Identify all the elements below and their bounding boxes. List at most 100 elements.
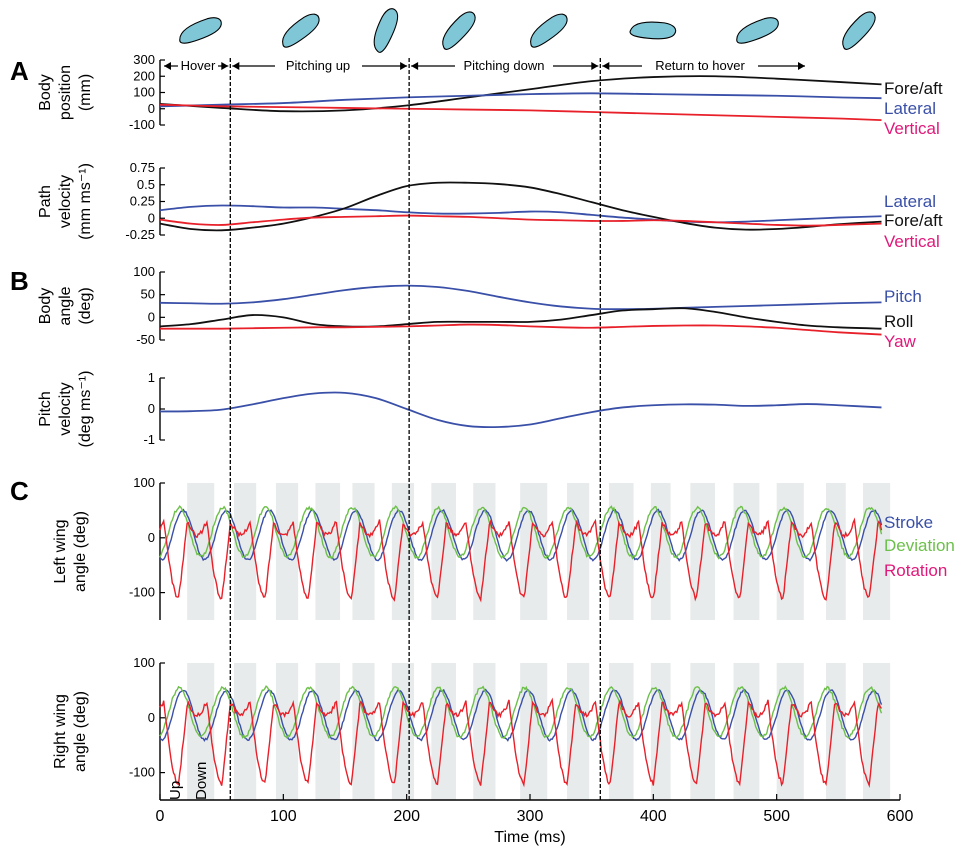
up-label: Up	[167, 781, 184, 800]
fly-body	[442, 11, 476, 50]
phase-label-hover: Hover	[181, 58, 216, 73]
stroke-band	[776, 663, 804, 800]
series-line	[159, 181, 882, 232]
fly-body	[530, 13, 568, 48]
stroke-band	[473, 663, 496, 800]
y-axis-label: angle (deg)	[72, 691, 89, 772]
stroke-band	[608, 483, 634, 620]
y-axis-label: Pitch	[37, 391, 54, 427]
y-tick-label: 200	[133, 68, 155, 83]
series-line	[159, 75, 882, 113]
y-tick-label: -1	[143, 432, 155, 447]
series-line	[159, 103, 882, 122]
fly-body	[373, 8, 399, 53]
y-axis-label: angle	[57, 286, 74, 325]
x-tick-label: 300	[517, 808, 544, 825]
y-tick-label: 0	[148, 710, 155, 725]
fly-icon	[629, 21, 677, 40]
chart-panel: -1 0 1 Pitch velocity (deg ms⁻¹)	[37, 370, 882, 447]
arrowhead	[164, 62, 171, 70]
series-line	[159, 697, 883, 788]
stroke-band	[391, 483, 415, 620]
stroke-band	[275, 663, 299, 800]
y-axis-label: Right wing	[52, 694, 69, 769]
stroke-band	[352, 663, 375, 800]
fly-icon	[530, 13, 568, 48]
fly-icon	[442, 11, 476, 50]
fly-icon	[179, 17, 222, 44]
x-tick-label: 0	[156, 808, 165, 825]
legend-label: Rotation	[884, 561, 947, 580]
stroke-band	[733, 483, 760, 620]
y-tick-label: 100	[133, 85, 155, 100]
fly-body	[629, 21, 677, 40]
x-tick-label: 600	[887, 808, 914, 825]
arrowhead	[232, 62, 240, 70]
fly-body	[842, 11, 876, 50]
fly-body	[179, 17, 222, 44]
fly-icon	[842, 11, 876, 50]
y-tick-label: 0	[148, 101, 155, 116]
panel-label-b: B	[10, 266, 29, 296]
arrowhead	[411, 62, 419, 70]
y-tick-label: -100	[129, 585, 155, 600]
phase-label-pitching-up: Pitching up	[286, 58, 350, 73]
x-tick-label: 500	[763, 808, 790, 825]
stroke-band	[608, 663, 634, 800]
time-axis-label: Time (ms)	[494, 829, 565, 846]
fly-silhouettes	[179, 8, 876, 53]
y-tick-label: 0	[148, 401, 155, 416]
stroke-band	[567, 483, 590, 620]
series-line	[160, 323, 882, 336]
fly-icon	[373, 8, 399, 53]
panel-label-a: A	[10, 56, 29, 86]
y-tick-label: 0	[148, 309, 155, 324]
stroke-band	[520, 483, 548, 620]
series-line	[159, 517, 883, 603]
arrowhead	[591, 62, 599, 70]
y-axis-label: (mm ms⁻¹)	[77, 163, 94, 240]
chart-panel: -0.25 00.25 0.5 0.75 Path velocity (mm ms⁻¹)	[37, 160, 882, 242]
legend-label: Vertical	[884, 232, 940, 251]
legend-label: Vertical	[884, 119, 940, 138]
y-tick-label: 0.75	[130, 160, 155, 175]
y-tick-label: 0.25	[130, 194, 155, 209]
fly-icon	[736, 17, 779, 44]
stroke-band	[567, 663, 590, 800]
y-axis-label: velocity	[57, 382, 74, 435]
stroke-band	[863, 663, 891, 800]
y-tick-label: 0.5	[137, 177, 155, 192]
y-tick-label: -100	[129, 117, 155, 132]
stroke-band	[234, 663, 257, 800]
time-axis: 0 100 200 300 400 500 600	[156, 794, 914, 825]
x-tick-label: 200	[393, 808, 420, 825]
stroke-band	[352, 483, 375, 620]
stroke-band	[733, 663, 760, 800]
y-axis-label: Left wing	[52, 519, 69, 583]
y-axis-label: Body	[37, 288, 54, 324]
stroke-band	[315, 483, 341, 620]
y-tick-label: 300	[133, 52, 155, 67]
fly-body	[736, 17, 779, 44]
legend-label: Yaw	[884, 332, 917, 351]
series-line	[159, 307, 882, 330]
fly-body	[282, 13, 320, 48]
stroke-band	[234, 483, 257, 620]
x-tick-label: 400	[640, 808, 667, 825]
down-label: Down	[193, 762, 210, 800]
phase-label-return-to-hover: Return to hover	[655, 58, 745, 73]
y-tick-label: 100	[133, 655, 155, 670]
y-tick-label: 100	[133, 475, 155, 490]
legend-label: Lateral	[884, 192, 936, 211]
series-line	[159, 685, 883, 740]
y-tick-label: 100	[133, 264, 155, 279]
arrowhead	[400, 62, 408, 70]
phase-arrows	[164, 62, 805, 70]
x-tick-label: 100	[270, 808, 297, 825]
stroke-band	[826, 663, 846, 800]
series-line	[159, 505, 883, 560]
legend-label: Fore/aft	[884, 79, 943, 98]
stroke-band	[473, 483, 496, 620]
